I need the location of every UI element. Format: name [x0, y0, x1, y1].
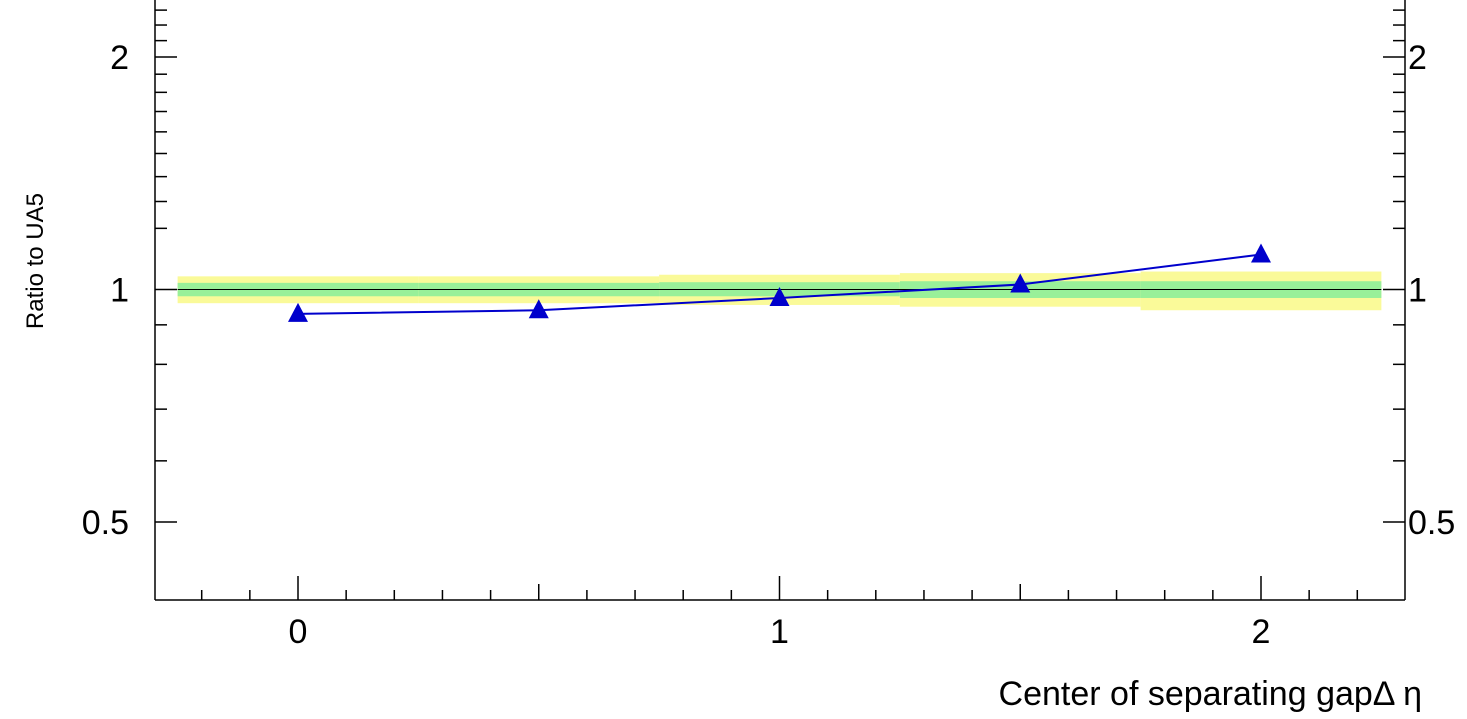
x-tick-label: 1	[770, 613, 789, 651]
data-point-marker	[1251, 243, 1271, 263]
x-axis-title: Center of separating gapΔ η	[999, 675, 1422, 713]
y-tick-label-right: 2	[1408, 39, 1427, 77]
x-tick-label: 2	[1252, 613, 1271, 651]
data-point-marker	[1010, 273, 1031, 293]
y-tick-label-left: 1	[110, 272, 129, 310]
y-tick-label-left: 2	[110, 39, 129, 77]
axes: 0.5 0.5 1 1 2 2 0 1 2	[82, 0, 1455, 651]
data-point-marker	[288, 302, 308, 322]
x-tick-label: 0	[289, 613, 308, 651]
y-tick-label-left: 0.5	[82, 504, 129, 542]
y-tick-label-right: 1	[1408, 272, 1427, 310]
data-series	[288, 243, 1271, 322]
data-point-marker	[769, 286, 790, 306]
y-axis-title: Ratio to UA5	[22, 193, 49, 329]
y-tick-label-right: 0.5	[1408, 504, 1455, 542]
data-point-marker	[528, 299, 549, 319]
